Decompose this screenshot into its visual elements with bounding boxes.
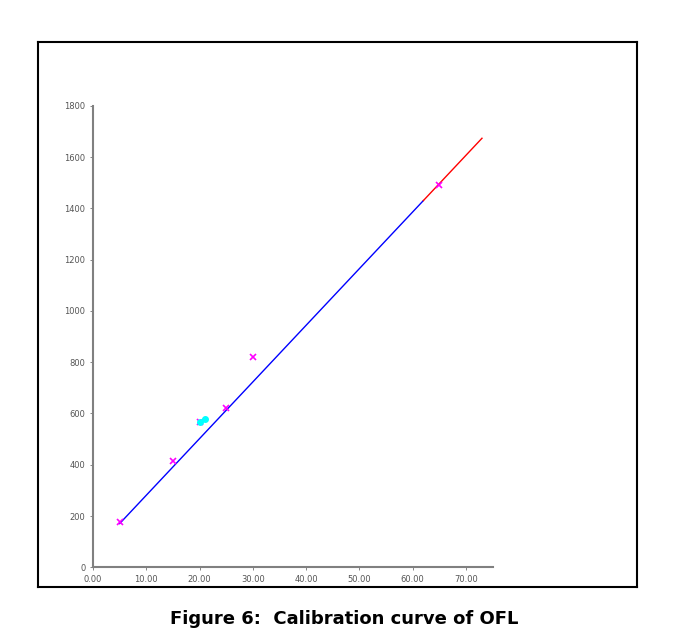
- Text: Figure 6:  Calibration curve of OFL: Figure 6: Calibration curve of OFL: [170, 610, 519, 628]
